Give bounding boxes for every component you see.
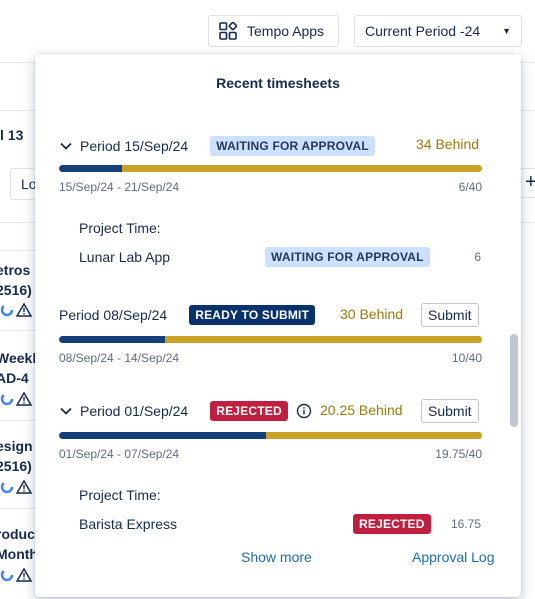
chevron-down-icon	[60, 407, 72, 415]
submit-button[interactable]: Submit	[421, 399, 479, 423]
top-bar: Tempo Apps Current Period -24 ▼	[0, 0, 535, 62]
warning-icon	[16, 480, 32, 494]
period-toggle[interactable]: Period 01/Sep/24 REJECTED	[59, 399, 312, 423]
google-icon	[0, 303, 14, 317]
hours-ratio: 19.75/40	[435, 447, 482, 461]
date-range: 01/Sep/24 - 07/Sep/24	[59, 447, 180, 461]
period-toggle[interactable]: Period 08/Sep/24 READY TO SUBMIT	[59, 303, 316, 327]
card-divider	[0, 250, 36, 251]
progress-bar	[59, 165, 482, 172]
status-badge: WAITING FOR APPROVAL	[265, 247, 430, 267]
date-range: 15/Sep/24 - 21/Sep/24	[59, 180, 180, 194]
timesheets-list[interactable]: Period 15/Sep/24 WAITING FOR APPROVAL 34…	[35, 134, 521, 537]
progress-fill	[59, 432, 267, 439]
period-label: Period 08/Sep/24	[59, 307, 168, 323]
warning-icon	[16, 568, 32, 582]
project-hours: 16.75	[450, 517, 481, 531]
bg-card-title[interactable]: etros	[0, 262, 31, 278]
bg-card-subtitle: AD-4	[0, 370, 29, 386]
project-hours: 6	[474, 250, 481, 264]
bg-card-title[interactable]: Weekl	[0, 350, 36, 366]
period-label: Period 15/Sep/24	[80, 138, 189, 154]
date-range: 08/Sep/24 - 14/Sep/24	[59, 351, 180, 365]
submit-button[interactable]: Submit	[421, 303, 479, 327]
bg-card-subtitle: Month	[0, 546, 36, 562]
current-period-label: Current Period -24	[365, 23, 481, 39]
project-time-label: Project Time:	[79, 220, 161, 236]
status-badge: REJECTED	[210, 401, 288, 421]
show-more-link[interactable]: Show more	[241, 549, 312, 565]
progress-fill	[59, 336, 165, 343]
bg-card-subtitle: 2516)	[0, 282, 32, 298]
google-icon	[0, 568, 14, 582]
scrollbar[interactable]	[510, 334, 518, 427]
bg-card-icons	[0, 568, 32, 582]
caret-down-icon: ▼	[502, 26, 511, 36]
apps-grid-icon	[219, 22, 237, 40]
project-name[interactable]: Lunar Lab App	[79, 249, 171, 265]
progress-bar	[59, 432, 482, 439]
hours-ratio: 10/40	[451, 351, 482, 365]
project-name[interactable]: Barista Express	[79, 516, 178, 532]
behind-text: 30 Behind	[340, 306, 404, 322]
bg-card-title[interactable]: roduc	[0, 526, 35, 542]
approval-log-link[interactable]: Approval Log	[412, 549, 495, 565]
behind-text: 20.25 Behind	[320, 402, 403, 418]
warning-icon	[16, 392, 32, 406]
tempo-apps-button[interactable]: Tempo Apps	[208, 15, 339, 47]
google-icon	[0, 392, 14, 406]
project-time-label: Project Time:	[79, 487, 161, 503]
hours-ratio: 6/40	[458, 180, 482, 194]
warning-icon	[16, 303, 32, 317]
bg-period-number: l 13	[0, 127, 24, 143]
progress-fill	[59, 165, 123, 172]
status-badge: WAITING FOR APPROVAL	[210, 136, 375, 156]
period-label: Period 01/Sep/24	[80, 403, 189, 419]
tempo-apps-label: Tempo Apps	[247, 23, 325, 39]
card-divider	[0, 330, 36, 331]
card-divider	[0, 420, 36, 421]
progress-bar	[59, 336, 482, 343]
bg-card-icons	[0, 303, 32, 317]
period-toggle[interactable]: Period 15/Sep/24 WAITING FOR APPROVAL	[59, 134, 375, 158]
bg-card-title[interactable]: esign	[0, 438, 33, 454]
google-icon	[0, 480, 14, 494]
bg-card-icons	[0, 480, 32, 494]
status-badge: REJECTED	[353, 514, 431, 534]
current-period-select[interactable]: Current Period -24 ▼	[354, 15, 522, 47]
panel-title: Recent timesheets	[216, 75, 340, 91]
bg-card-subtitle: 2516)	[0, 458, 32, 474]
chevron-down-icon	[60, 142, 72, 150]
bg-card-icons	[0, 392, 32, 406]
bg-cards: etros 2516) Weekl AD-4 esign 2516) roduc…	[0, 250, 36, 599]
info-icon[interactable]	[296, 403, 312, 419]
card-divider	[0, 508, 36, 509]
status-badge: READY TO SUBMIT	[189, 305, 316, 325]
behind-text: 34 Behind	[416, 136, 480, 152]
recent-timesheets-panel: Recent timesheets Period 15/Sep/24 WAITI…	[35, 54, 521, 597]
